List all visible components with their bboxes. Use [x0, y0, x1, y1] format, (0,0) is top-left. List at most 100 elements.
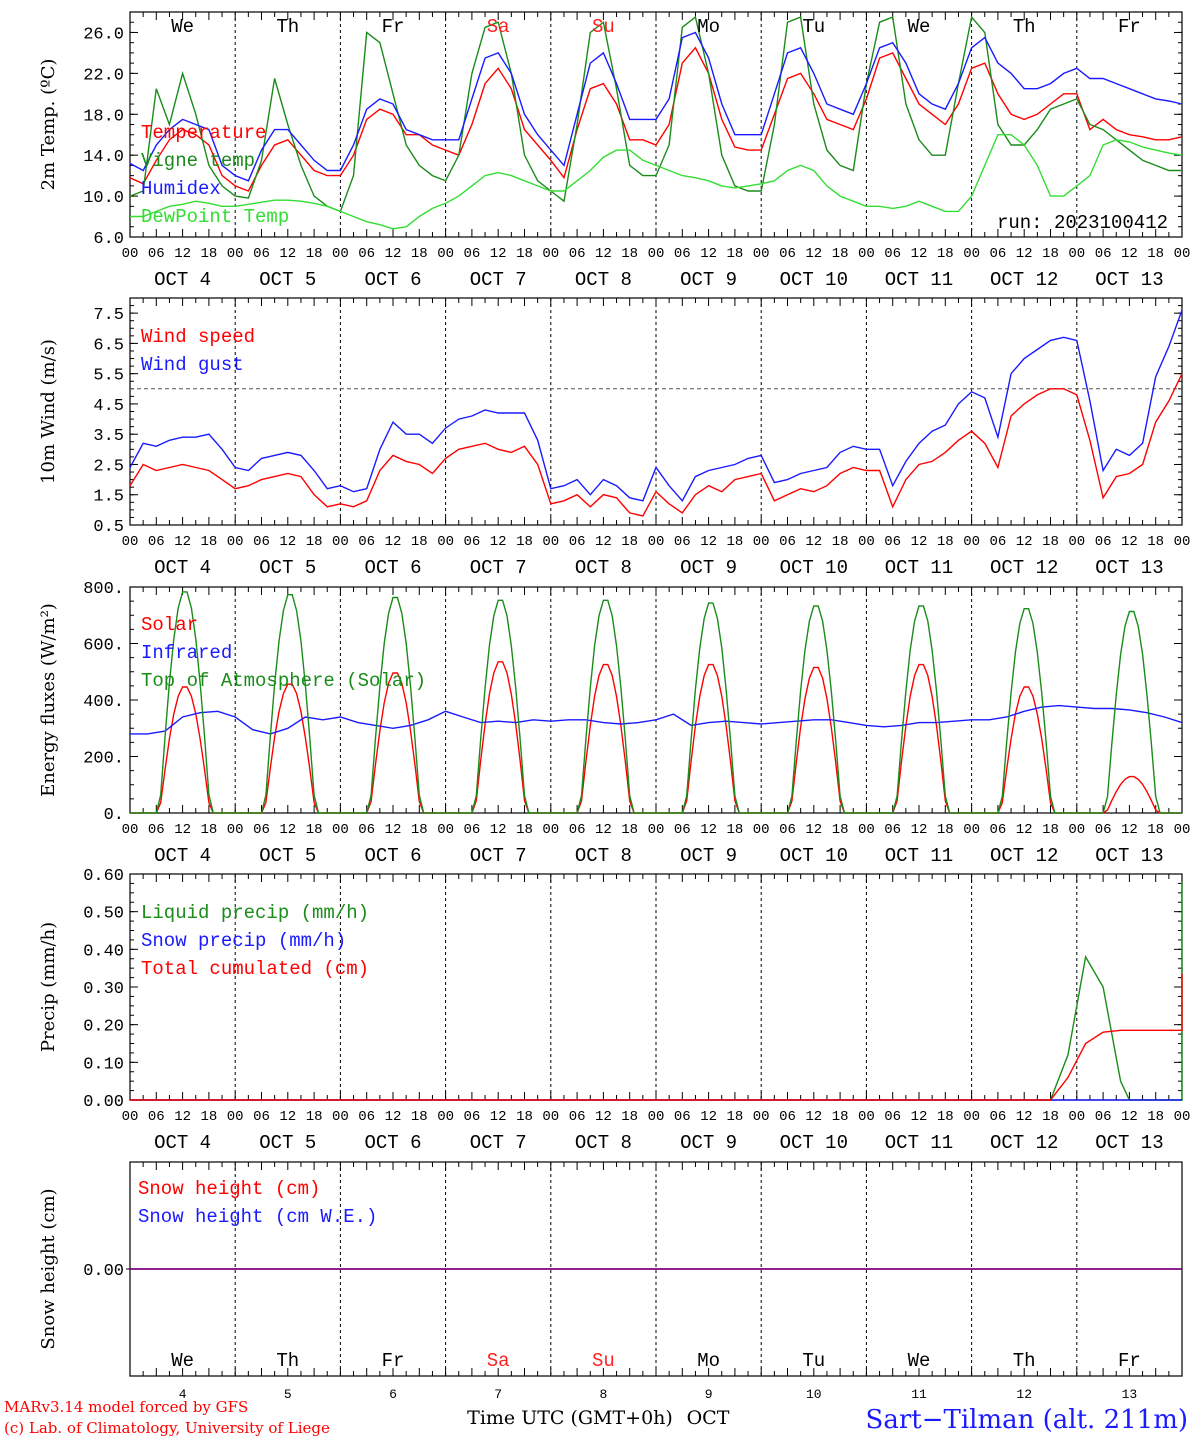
hour-tick-label: 18 — [411, 1109, 428, 1125]
date-label: OCT 11 — [885, 1132, 953, 1154]
date-label: OCT 10 — [780, 1132, 848, 1154]
hour-tick-label: 06 — [148, 822, 165, 838]
hour-tick-label: 06 — [779, 822, 796, 838]
y-tick-label: 14.0 — [83, 148, 124, 167]
run-label: run: 2023100412 — [997, 212, 1168, 234]
hour-tick-label: 06 — [1095, 246, 1112, 262]
hour-tick-label: 12 — [385, 1109, 402, 1125]
hour-tick-label: 06 — [989, 822, 1006, 838]
hour-tick-label: 00 — [1174, 534, 1191, 550]
date-label: OCT 12 — [990, 269, 1058, 291]
legend-entry: Snow height (cm W.E.) — [138, 1206, 377, 1228]
hour-tick-label: 12 — [279, 534, 296, 550]
date-label: OCT 9 — [680, 1132, 737, 1154]
hour-tick-label: 18 — [937, 1109, 954, 1125]
hour-tick-label: 18 — [1042, 246, 1059, 262]
y-tick-label: 10.0 — [83, 189, 124, 208]
y-tick-label: 0.60 — [83, 867, 124, 886]
series-wind-gust-line — [129, 309, 1183, 503]
hour-tick-label: 06 — [1095, 534, 1112, 550]
hour-tick-label: 00 — [963, 534, 980, 550]
date-label: OCT 5 — [259, 1132, 316, 1154]
y-axis-label: Snow height (cm) — [38, 1188, 59, 1349]
series-top-of-atmosphere-solar--line — [130, 591, 1182, 814]
hour-tick-label: 12 — [490, 246, 507, 262]
legend-entry: Snow precip (mm/h) — [141, 930, 346, 952]
hour-tick-label: 18 — [621, 1109, 638, 1125]
hour-tick-label: 18 — [937, 534, 954, 550]
hour-tick-label: 00 — [858, 246, 875, 262]
date-label: OCT 9 — [680, 557, 737, 579]
series-vigne-temp-line — [129, 15, 1182, 213]
weekday-label: Tu — [802, 16, 825, 38]
date-label: OCT 8 — [575, 1132, 632, 1154]
hour-tick-label: 06 — [674, 534, 691, 550]
legend-entry: Snow height (cm) — [138, 1178, 320, 1200]
hour-tick-label: 12 — [174, 1109, 191, 1125]
hour-tick-label: 12 — [911, 1109, 928, 1125]
hour-tick-label: 00 — [122, 822, 139, 838]
hour-tick-label: 06 — [253, 534, 270, 550]
hour-tick-label: 12 — [490, 822, 507, 838]
hour-tick-label: 00 — [963, 1109, 980, 1125]
hour-tick-label: 00 — [332, 822, 349, 838]
y-tick-label: 0.50 — [83, 905, 124, 924]
weekday-label: We — [908, 16, 931, 38]
series-temperature-line — [129, 46, 1183, 192]
hour-tick-label: 00 — [648, 1109, 665, 1125]
hour-tick-label: 12 — [1121, 1109, 1138, 1125]
weekday-label: We — [908, 1350, 931, 1372]
hour-tick-label: 12 — [700, 534, 717, 550]
hour-tick-label: 00 — [437, 822, 454, 838]
date-label: OCT 4 — [154, 269, 211, 291]
hour-tick-label: 18 — [306, 822, 323, 838]
hour-tick-label: 12 — [595, 246, 612, 262]
hour-tick-label: 00 — [858, 534, 875, 550]
weekday-label: Th — [276, 16, 299, 38]
hour-tick-label: 06 — [569, 246, 586, 262]
date-label: OCT 4 — [154, 557, 211, 579]
hour-tick-label: 18 — [621, 246, 638, 262]
hour-tick-label: 18 — [832, 822, 849, 838]
weekday-label: Mo — [697, 1350, 720, 1372]
y-tick-label: 0. — [104, 806, 124, 825]
x-axis-label: Time UTC (GMT+0h) — [467, 1407, 673, 1429]
hour-tick-label: 06 — [989, 1109, 1006, 1125]
y-axis-label: Precip (mm/h) — [38, 922, 59, 1052]
date-label: OCT 12 — [990, 557, 1058, 579]
day-number-label: 7 — [494, 1387, 502, 1402]
date-label: OCT 10 — [780, 269, 848, 291]
legend-entry: Wind gust — [141, 354, 244, 376]
weekday-label: Fr — [1118, 16, 1141, 38]
y-tick-label: 400. — [83, 693, 124, 712]
hour-tick-label: 12 — [385, 534, 402, 550]
y-tick-label: 0.20 — [83, 1018, 124, 1037]
hour-tick-label: 12 — [385, 246, 402, 262]
y-tick-label: 6.0 — [93, 230, 124, 249]
hour-tick-label: 18 — [1042, 822, 1059, 838]
hour-tick-label: 06 — [884, 822, 901, 838]
date-label: OCT 12 — [990, 1132, 1058, 1154]
day-number-label: 8 — [599, 1387, 607, 1402]
hour-tick-label: 18 — [411, 822, 428, 838]
hour-tick-label: 12 — [490, 534, 507, 550]
date-label: OCT 13 — [1095, 1132, 1163, 1154]
hour-tick-label: 12 — [1121, 534, 1138, 550]
hour-tick-label: 12 — [279, 246, 296, 262]
y-tick-label: 200. — [83, 750, 124, 769]
hour-tick-label: 00 — [858, 1109, 875, 1125]
hour-tick-label: 00 — [332, 246, 349, 262]
hour-tick-label: 18 — [832, 1109, 849, 1125]
hour-tick-label: 06 — [569, 534, 586, 550]
hour-tick-label: 00 — [753, 534, 770, 550]
model-credit: MARv3.14 model forced by GFS — [4, 1398, 248, 1416]
hour-tick-label: 06 — [1095, 1109, 1112, 1125]
hour-tick-label: 06 — [674, 1109, 691, 1125]
hour-tick-label: 06 — [569, 1109, 586, 1125]
hour-tick-label: 18 — [200, 534, 217, 550]
y-axis-label: Energy fluxes (W/m²) — [38, 603, 59, 797]
hour-tick-label: 12 — [490, 1109, 507, 1125]
weekday-label: Mo — [697, 16, 720, 38]
hour-tick-label: 06 — [674, 246, 691, 262]
